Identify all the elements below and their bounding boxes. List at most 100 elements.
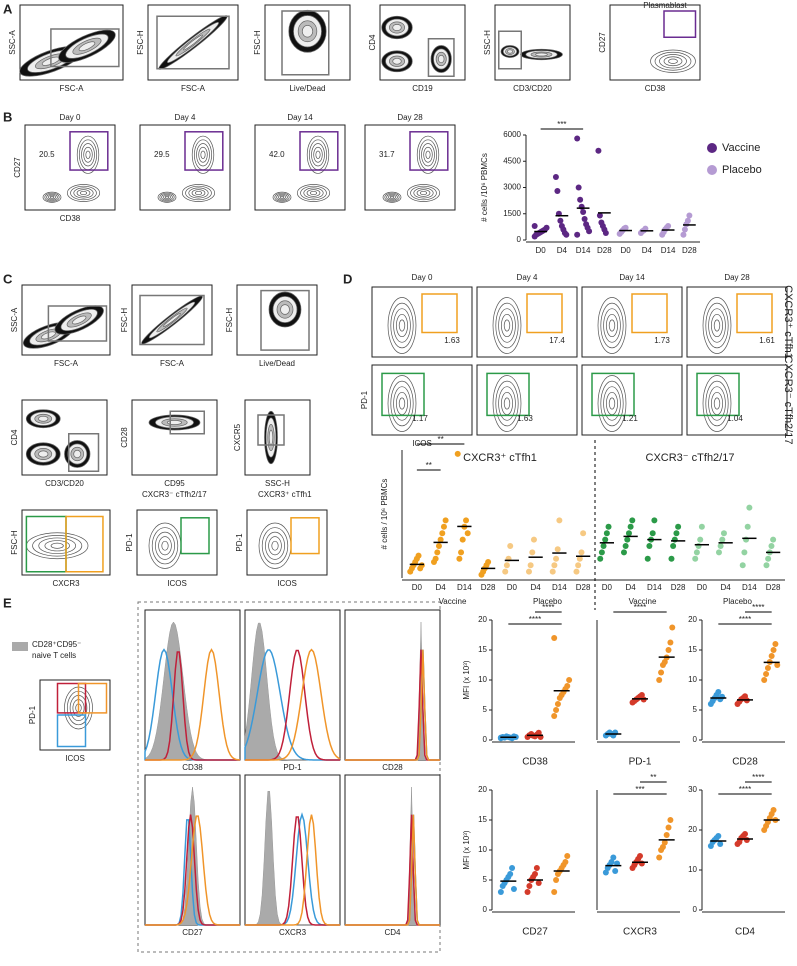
density-contour (393, 386, 411, 421)
x-tick-label: D28 (576, 583, 591, 592)
gate (427, 38, 455, 77)
density-contour (387, 375, 417, 432)
density-contour (389, 195, 395, 199)
gate (526, 293, 563, 334)
significance: ** (650, 773, 656, 782)
gate (663, 10, 697, 38)
data-point (620, 549, 627, 556)
density-contour (44, 540, 70, 552)
density-contour (603, 386, 621, 421)
data-point (661, 839, 668, 846)
data-point (454, 450, 461, 457)
data-point (543, 224, 550, 231)
density-contour (492, 375, 522, 432)
density-contour (81, 143, 95, 167)
y-axis-label: CD28 (120, 427, 129, 448)
y-tick-label: 20 (478, 785, 487, 794)
y-axis-label: SSC-H (483, 30, 492, 55)
density-contour (151, 527, 179, 565)
histogram-curve (145, 648, 241, 761)
density-contour (713, 319, 721, 332)
x-tick-label: D4 (557, 246, 568, 255)
gate (56, 714, 87, 748)
y-axis-label: # cells /10⁶ PBMCs (480, 153, 489, 222)
data-point (563, 231, 570, 238)
data-point (715, 833, 722, 839)
data-point (509, 865, 516, 871)
plot-frame (244, 774, 341, 926)
data-point (670, 543, 677, 549)
density-contour (711, 313, 723, 338)
data-point (557, 217, 564, 224)
data-point (622, 543, 629, 549)
density-contour (392, 57, 402, 65)
data-point (531, 223, 538, 229)
plot-title: Day 0 (60, 113, 81, 122)
density-contour (300, 185, 327, 201)
significance: *** (557, 120, 566, 129)
data-point (432, 555, 439, 562)
data-point (435, 543, 442, 549)
y-axis-label: MFI (x 10³) (462, 830, 471, 869)
density-contour (188, 187, 209, 199)
significance: **** (634, 603, 646, 612)
plot-frame (136, 509, 218, 576)
data-point (720, 530, 727, 537)
gate (281, 10, 330, 76)
density-contour (83, 146, 93, 163)
data-point (580, 530, 587, 537)
significance: **** (529, 615, 541, 624)
plot-title: Day 4 (175, 113, 196, 122)
gate (47, 305, 108, 342)
density-contour (705, 380, 729, 427)
density-contour (50, 542, 64, 549)
density-contour (654, 51, 692, 71)
data-point (502, 568, 509, 575)
density-contour (296, 184, 331, 202)
density-contour (495, 380, 519, 427)
data-point (456, 555, 463, 562)
density-contour (423, 146, 433, 163)
plot-title: Day 0 (412, 273, 433, 282)
density-contour (410, 185, 437, 201)
data-point (719, 536, 726, 543)
density-contour (600, 302, 624, 349)
y-tick-label: 20 (688, 615, 697, 624)
data-point (485, 559, 492, 565)
y-tick-label: 0 (483, 905, 488, 914)
gate (409, 131, 449, 171)
density-contour (185, 185, 212, 201)
y-tick-label: 5 (483, 875, 488, 884)
density-contour (42, 191, 62, 203)
gate-percent: 1.21 (622, 414, 638, 423)
data-point (574, 231, 581, 238)
data-point (532, 871, 538, 877)
data-point (440, 523, 447, 530)
x-axis-label: CD19 (412, 84, 433, 93)
data-point (717, 841, 724, 847)
density-contour (79, 190, 88, 196)
data-point (772, 641, 779, 647)
legend-label: CD28⁺CD95⁻ (32, 640, 81, 649)
gate (736, 293, 773, 334)
data-point (529, 549, 536, 556)
gate (169, 410, 205, 435)
y-tick-label: 0 (483, 735, 488, 744)
data-point (554, 546, 561, 553)
density-contour (608, 319, 616, 332)
gate-percent: 1.73 (654, 336, 670, 345)
density-contour (38, 415, 49, 422)
data-point (597, 555, 604, 562)
gate (139, 294, 205, 346)
x-axis-label: CD3/CD20 (513, 84, 552, 93)
data-point (459, 536, 466, 543)
density-contour (191, 189, 206, 197)
density-contour (650, 49, 696, 73)
density-contour (702, 297, 732, 354)
density-contour (501, 313, 513, 338)
x-tick-label: D0 (697, 583, 708, 592)
density-contour (608, 397, 616, 410)
x-axis-label: CD28 (732, 757, 758, 768)
data-point (586, 228, 593, 235)
data-point (581, 216, 588, 222)
